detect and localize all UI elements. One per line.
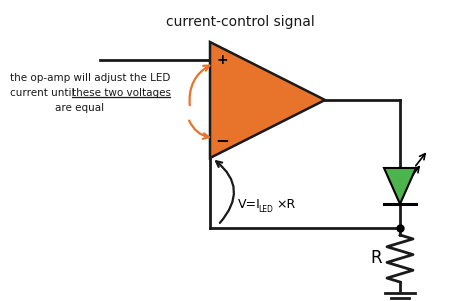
Text: current until: current until [10, 88, 78, 98]
Text: R: R [370, 249, 382, 267]
Text: are equal: are equal [55, 103, 104, 113]
Text: ×R: ×R [276, 198, 295, 212]
Text: the op-amp will adjust the LED: the op-amp will adjust the LED [10, 73, 170, 83]
Text: +: + [216, 53, 228, 67]
Polygon shape [210, 42, 325, 158]
Text: LED: LED [258, 206, 273, 215]
Polygon shape [384, 168, 416, 204]
Text: −: − [215, 131, 229, 149]
Text: these two voltages: these two voltages [72, 88, 171, 98]
Text: current-control signal: current-control signal [165, 15, 314, 29]
Text: V=I: V=I [238, 198, 261, 212]
